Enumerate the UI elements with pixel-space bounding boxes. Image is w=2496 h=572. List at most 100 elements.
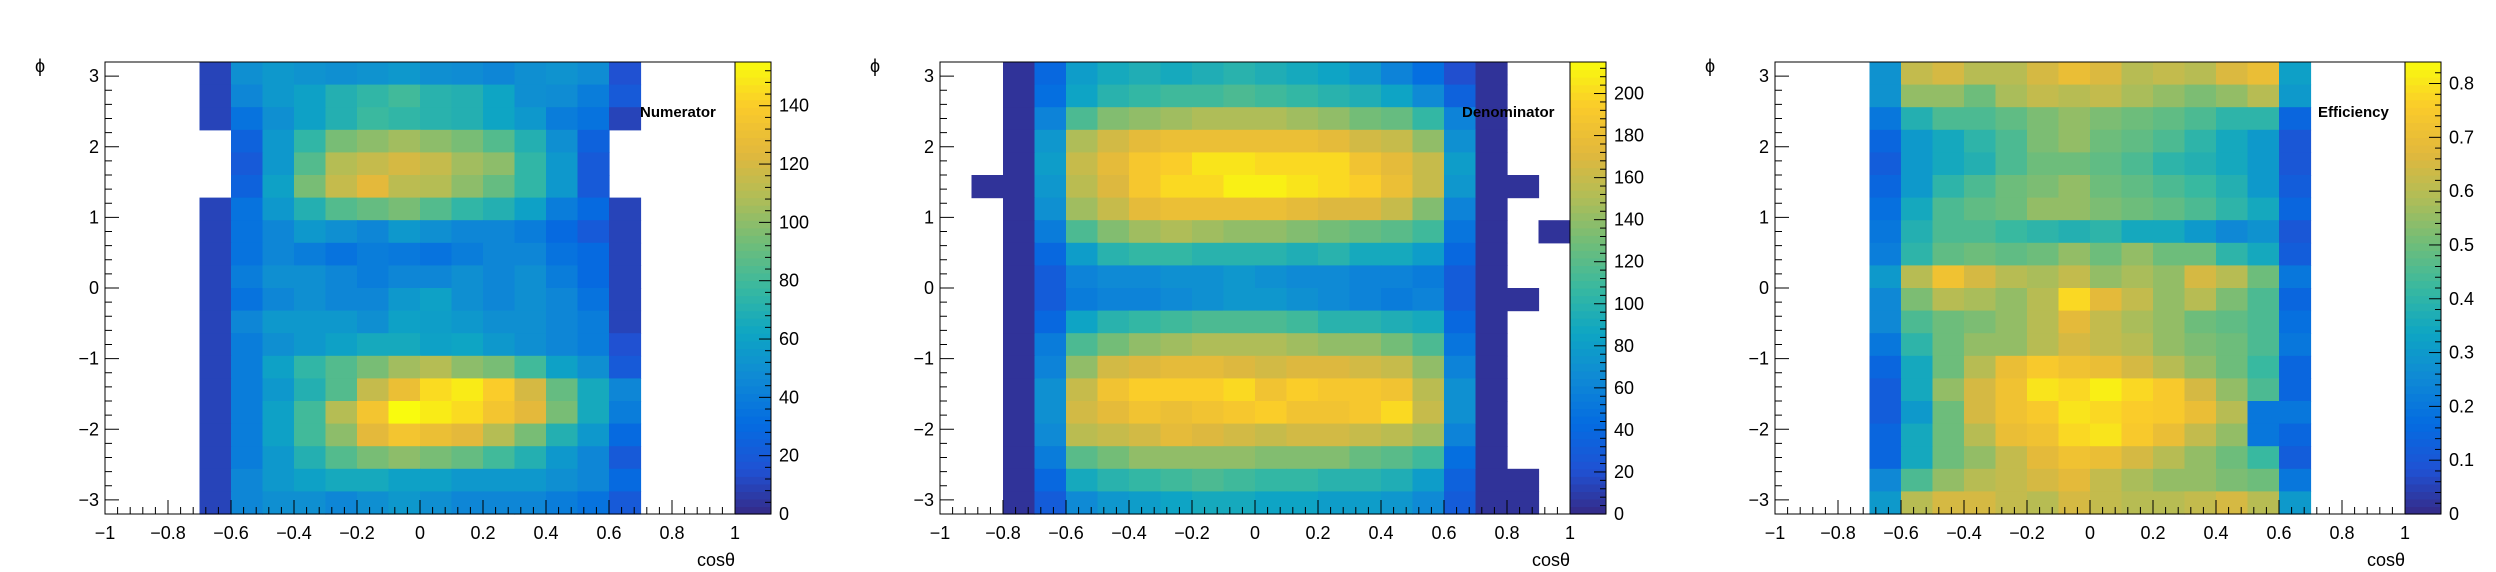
heatmap-cell bbox=[1034, 62, 1067, 86]
y-tick-label: 1 bbox=[1759, 207, 1769, 227]
heatmap-cell bbox=[1381, 333, 1414, 357]
y-axis-title-2: ϕ bbox=[1705, 56, 1715, 76]
heatmap-cell bbox=[1034, 107, 1067, 131]
heatmap-cell bbox=[451, 378, 484, 402]
heatmap-cell bbox=[1901, 423, 1934, 447]
heatmap-cell bbox=[1869, 197, 1902, 221]
colorbar-segment bbox=[735, 310, 771, 319]
colorbar-segment bbox=[1570, 220, 1606, 229]
colorbar-segment bbox=[2405, 461, 2441, 470]
heatmap-cell bbox=[325, 84, 358, 108]
heatmap-cell bbox=[294, 491, 327, 515]
heatmap-cell bbox=[483, 423, 516, 447]
heatmap-cell bbox=[1964, 129, 1997, 153]
heatmap-cell bbox=[294, 197, 327, 221]
y-tick-label: −2 bbox=[78, 419, 99, 439]
colorbar-segment bbox=[2405, 498, 2441, 508]
x-tick-label: −0.4 bbox=[1111, 523, 1147, 543]
colorbar-segment bbox=[1570, 175, 1606, 184]
heatmap-cell bbox=[2058, 491, 2091, 515]
heatmap-cell bbox=[1223, 378, 1256, 402]
heatmap-cell bbox=[1160, 242, 1193, 266]
heatmap-cell bbox=[2058, 378, 2091, 402]
heatmap-cell bbox=[2090, 152, 2123, 176]
heatmap-cell bbox=[231, 401, 264, 425]
heatmap-cell bbox=[2090, 129, 2123, 153]
heatmap-cell bbox=[1160, 468, 1193, 492]
heatmap-cell bbox=[1129, 468, 1162, 492]
heatmap-cell bbox=[1901, 242, 1934, 266]
heatmap-cell bbox=[1318, 129, 1351, 153]
heatmap-cell bbox=[1034, 197, 1067, 221]
heatmap-cell bbox=[231, 423, 264, 447]
heatmap-cell bbox=[420, 242, 453, 266]
heatmap-cell bbox=[1003, 446, 1036, 470]
heatmap-cell bbox=[1255, 220, 1288, 244]
heatmap-cell bbox=[1255, 242, 1288, 266]
heatmap-cell bbox=[1349, 265, 1382, 289]
colorbar-segment bbox=[735, 92, 771, 101]
heatmap-cell bbox=[1349, 491, 1382, 515]
heatmap-cell bbox=[2153, 468, 2186, 492]
colorbar-tick-label: 0 bbox=[1614, 504, 1624, 524]
heatmap-cell bbox=[1444, 220, 1477, 244]
heatmap-cell bbox=[1223, 468, 1256, 492]
heatmap-cell bbox=[1901, 152, 1934, 176]
heatmap-cell bbox=[2121, 446, 2154, 470]
heatmap-cell bbox=[1932, 401, 1965, 425]
heatmap-cell bbox=[2216, 220, 2249, 244]
heatmap-cell bbox=[262, 220, 295, 244]
heatmap-cell bbox=[1475, 310, 1508, 334]
heatmap-cell bbox=[231, 175, 264, 199]
colorbar-segment bbox=[2405, 310, 2441, 319]
heatmap-cell bbox=[1932, 333, 1965, 357]
colorbar-segment bbox=[2405, 348, 2441, 357]
heatmap-cell bbox=[2090, 220, 2123, 244]
heatmap-cell bbox=[2279, 423, 2312, 447]
heatmap-cell bbox=[1995, 265, 2028, 289]
heatmap-cell bbox=[2216, 491, 2249, 515]
x-tick-label: 0.4 bbox=[2203, 523, 2228, 543]
heatmap-cell bbox=[1097, 423, 1130, 447]
heatmap-cell bbox=[231, 288, 264, 312]
x-tick-label: 0.2 bbox=[1305, 523, 1330, 543]
heatmap-cell bbox=[2027, 197, 2060, 221]
heatmap-cell bbox=[1475, 62, 1508, 86]
heatmap-cell bbox=[1097, 84, 1130, 108]
heatmap-cell bbox=[1160, 423, 1193, 447]
heatmap-cell bbox=[1995, 288, 2028, 312]
colorbar-segment bbox=[1570, 152, 1606, 161]
heatmap-cell bbox=[1255, 355, 1288, 379]
heatmap-cell bbox=[1160, 197, 1193, 221]
heatmap-cell bbox=[357, 107, 390, 131]
heatmap-cell bbox=[483, 401, 516, 425]
heatmap-cell bbox=[1192, 84, 1225, 108]
heatmap-cell bbox=[262, 378, 295, 402]
colorbar-segment bbox=[735, 175, 771, 184]
heatmap-cell bbox=[483, 333, 516, 357]
heatmap-cell bbox=[1995, 62, 2028, 86]
heatmap-cell bbox=[1286, 423, 1319, 447]
heatmap-cell bbox=[262, 401, 295, 425]
heatmap-cell bbox=[451, 242, 484, 266]
heatmap-cell bbox=[357, 265, 390, 289]
heatmap-cell bbox=[1255, 378, 1288, 402]
heatmap-cell bbox=[1223, 491, 1256, 515]
heatmap-cell bbox=[1869, 175, 1902, 199]
heatmap-cell bbox=[1223, 175, 1256, 199]
colorbar-segment bbox=[1570, 498, 1606, 508]
heatmap-cell bbox=[2247, 333, 2280, 357]
heatmap-cell bbox=[514, 468, 547, 492]
heatmap-cell bbox=[1475, 242, 1508, 266]
heatmap-cell bbox=[609, 84, 642, 108]
heatmap-cell bbox=[546, 378, 579, 402]
x-tick-label: 0.6 bbox=[596, 523, 621, 543]
heatmap-cell bbox=[420, 310, 453, 334]
colorbar-segment bbox=[2405, 107, 2441, 116]
heatmap-cell bbox=[2121, 378, 2154, 402]
heatmap-cell bbox=[451, 220, 484, 244]
heatmap-cell bbox=[2090, 310, 2123, 334]
heatmap-cell bbox=[1129, 62, 1162, 86]
colorbar-segment bbox=[2405, 137, 2441, 146]
heatmap-cell bbox=[199, 491, 232, 515]
